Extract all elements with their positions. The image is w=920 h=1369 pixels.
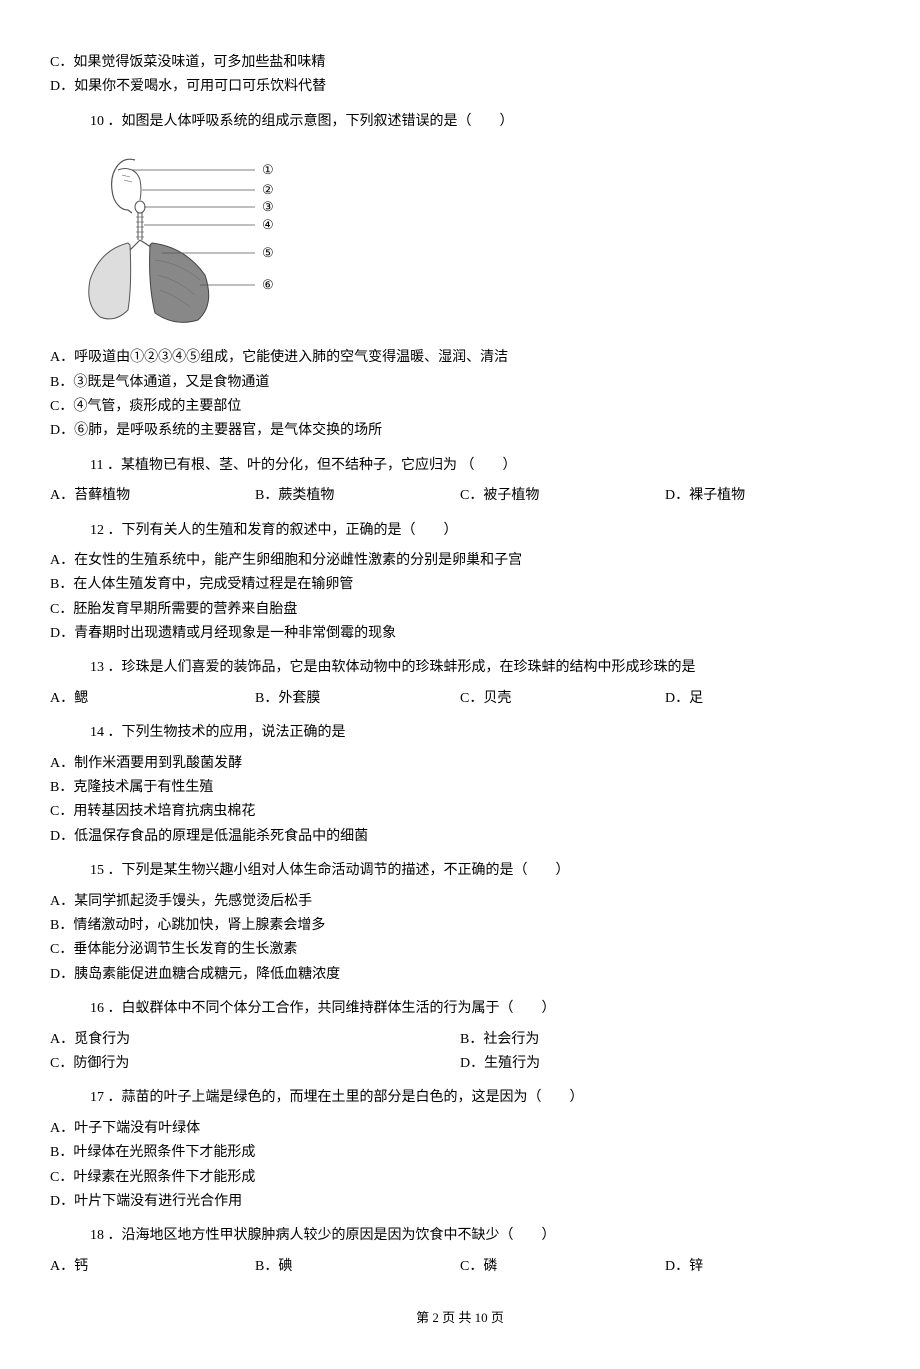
q15-option-d: D．胰岛素能促进血糖合成糖元，降低血糖浓度 [50, 964, 870, 986]
q12-option-a: A．在女性的生殖系统中，能产生卵细胞和分泌雌性激素的分别是卵巢和子宫 [50, 550, 870, 572]
q13-stem: 13 ．珍珠是人们喜爱的装饰品，它是由软体动物中的珍珠蚌形成，在珍珠蚌的结构中形… [50, 657, 870, 679]
q11-option-c: C．被子植物 [460, 485, 665, 507]
respiratory-system-diagram: ① ② ③ ④ ⑤ ⑥ [50, 145, 870, 335]
diagram-label-4: ④ [262, 217, 274, 232]
q11-option-b: B．蕨类植物 [255, 485, 460, 507]
q13-options: A．鳃 B．外套膜 C．贝壳 D．足 [50, 688, 870, 710]
q17-stem: 17 ．蒜苗的叶子上端是绿色的，而埋在土里的部分是白色的，这是因为（ ） [50, 1087, 870, 1109]
diagram-label-3: ③ [262, 199, 274, 214]
q13-option-d: D．足 [665, 688, 870, 710]
q16-options-row2: C．防御行为 D．生殖行为 [50, 1053, 870, 1075]
q14-option-b: B．克隆技术属于有性生殖 [50, 777, 870, 799]
q14-option-a: A．制作米酒要用到乳酸菌发酵 [50, 753, 870, 775]
q18-options: A．钙 B．碘 C．磷 D．锌 [50, 1256, 870, 1278]
diagram-label-1: ① [262, 162, 274, 177]
q11-options: A．苔藓植物 B．蕨类植物 C．被子植物 D．裸子植物 [50, 485, 870, 507]
q10-option-d: D．⑥肺，是呼吸系统的主要器官，是气体交换的场所 [50, 420, 870, 442]
q10-stem: 10 ．如图是人体呼吸系统的组成示意图，下列叙述错误的是（ ） [50, 111, 870, 133]
q16-options-row1: A．觅食行为 B．社会行为 [50, 1029, 870, 1051]
q15-option-a: A．某同学抓起烫手馒头，先感觉烫后松手 [50, 891, 870, 913]
q15-stem: 15 ．下列是某生物兴趣小组对人体生命活动调节的描述，不正确的是（ ） [50, 860, 870, 882]
q10-option-b: B．③既是气体通道，又是食物通道 [50, 372, 870, 394]
q14-option-c: C．用转基因技术培育抗病虫棉花 [50, 801, 870, 823]
q9-option-d: D．如果你不爱喝水，可用可口可乐饮料代替 [50, 76, 870, 98]
q10-option-c: C．④气管，痰形成的主要部位 [50, 396, 870, 418]
q13-option-c: C．贝壳 [460, 688, 665, 710]
q18-option-c: C．磷 [460, 1256, 665, 1278]
q17-option-b: B．叶绿体在光照条件下才能形成 [50, 1142, 870, 1164]
q16-option-b: B．社会行为 [460, 1029, 870, 1051]
q16-stem: 16 ．白蚁群体中不同个体分工合作，共同维持群体生活的行为属于（ ） [50, 998, 870, 1020]
q14-stem: 14 ．下列生物技术的应用，说法正确的是 [50, 722, 870, 744]
q17-option-a: A．叶子下端没有叶绿体 [50, 1118, 870, 1140]
q11-option-a: A．苔藓植物 [50, 485, 255, 507]
diagram-label-2: ② [262, 182, 274, 197]
q12-option-c: C．胚胎发育早期所需要的营养来自胎盘 [50, 599, 870, 621]
q15-option-b: B．情绪激动时，心跳加快，肾上腺素会增多 [50, 915, 870, 937]
q11-stem: 11 ．某植物已有根、茎、叶的分化，但不结种子，它应归为 （ ） [50, 455, 870, 477]
q13-option-a: A．鳃 [50, 688, 255, 710]
q9-option-c: C．如果觉得饭菜没味道，可多加些盐和味精 [50, 52, 870, 74]
page-footer: 第 2 页 共 10 页 [50, 1308, 870, 1329]
q12-option-b: B．在人体生殖发育中，完成受精过程是在输卵管 [50, 574, 870, 596]
q16-option-c: C．防御行为 [50, 1053, 460, 1075]
q17-option-d: D．叶片下端没有进行光合作用 [50, 1191, 870, 1213]
diagram-label-6: ⑥ [262, 277, 274, 292]
q14-option-d: D．低温保存食品的原理是低温能杀死食品中的细菌 [50, 826, 870, 848]
q18-option-d: D．锌 [665, 1256, 870, 1278]
q16-option-d: D．生殖行为 [460, 1053, 870, 1075]
q16-option-a: A．觅食行为 [50, 1029, 460, 1051]
q12-stem: 12 ．下列有关人的生殖和发育的叙述中，正确的是（ ） [50, 520, 870, 542]
q18-option-b: B．碘 [255, 1256, 460, 1278]
q15-option-c: C．垂体能分泌调节生长发育的生长激素 [50, 939, 870, 961]
q11-option-d: D．裸子植物 [665, 485, 870, 507]
q12-option-d: D．青春期时出现遗精或月经现象是一种非常倒霉的现象 [50, 623, 870, 645]
diagram-label-5: ⑤ [262, 245, 274, 260]
q18-stem: 18 ．沿海地区地方性甲状腺肿病人较少的原因是因为饮食中不缺少（ ） [50, 1225, 870, 1247]
q10-option-a: A．呼吸道由①②③④⑤组成，它能使进入肺的空气变得温暖、湿润、清洁 [50, 347, 870, 369]
q18-option-a: A．钙 [50, 1256, 255, 1278]
q13-option-b: B．外套膜 [255, 688, 460, 710]
q17-option-c: C．叶绿素在光照条件下才能形成 [50, 1167, 870, 1189]
